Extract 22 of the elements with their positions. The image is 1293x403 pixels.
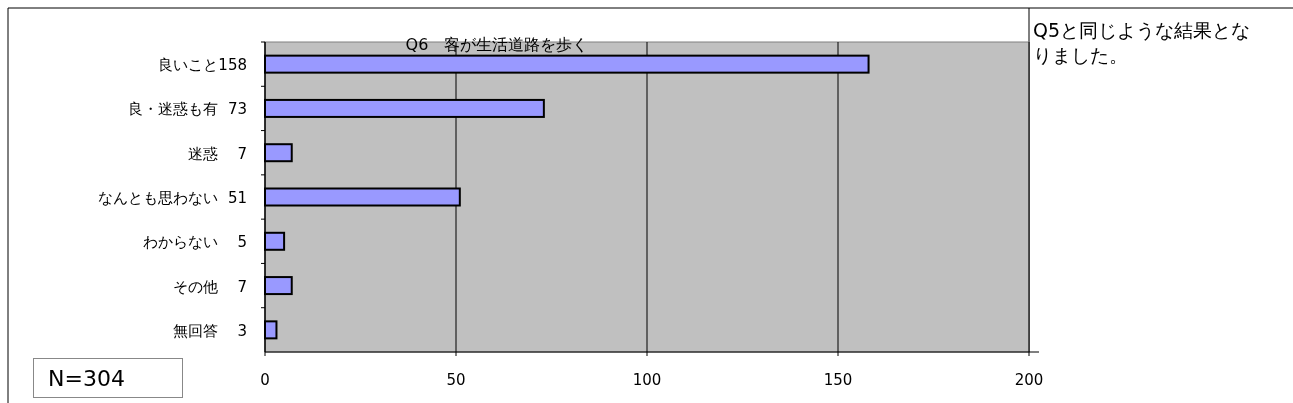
y-tick-label: わからない [143,233,218,252]
x-tick-label: 200 [1014,371,1044,389]
text: N=304 [33,358,183,398]
x-tick-label: 50 [446,371,466,389]
x-tick-label: 100 [632,371,662,389]
data-label: 158 [218,56,247,75]
data-label: 7 [237,144,247,163]
y-tick-label: 無回答 [173,321,218,340]
data-label: 5 [237,233,247,252]
x-tick-label: 150 [823,371,853,389]
data-label: 51 [227,189,247,207]
data-label: 3 [237,321,247,340]
chart-title: Q6 客が生活道路を歩く [405,35,589,54]
y-tick-label: 迷惑 [188,144,218,163]
y-tick-label: 良いこと [158,56,218,75]
text: Q5と同じような結果となりました。 [1033,18,1252,68]
data-label: 7 [237,277,247,296]
x-tick-label: 0 [260,371,270,389]
y-tick-label: その他 [173,277,218,296]
y-tick-label: なんとも思わない [98,189,218,207]
data-label: 73 [227,100,247,119]
y-tick-label: 良・迷惑も有 [128,100,218,119]
